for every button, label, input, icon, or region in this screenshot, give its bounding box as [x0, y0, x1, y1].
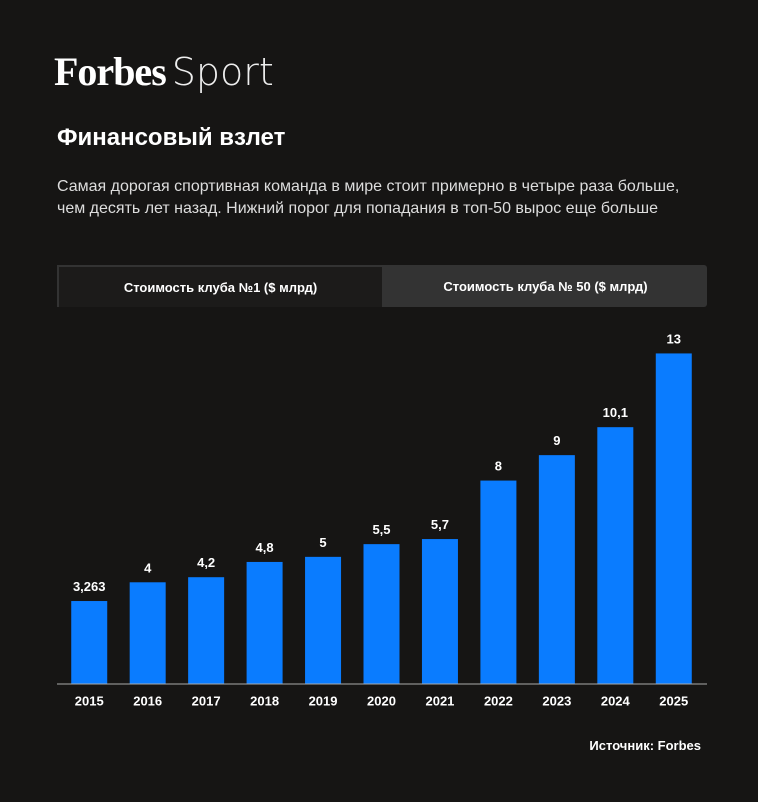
value-label: 10,1 [603, 405, 628, 420]
bar [305, 556, 342, 684]
x-tick-label: 2018 [250, 693, 279, 708]
x-tick-label: 2017 [192, 693, 221, 708]
bar [421, 539, 458, 684]
value-label: 5,7 [431, 517, 449, 532]
chart: 2015 3,263 2016 4 2017 4,2 2018 4,8 2019 5 2020 5,5… [57, 331, 707, 708]
x-tick-label: 2022 [484, 693, 513, 708]
bar [597, 427, 634, 684]
x-tick-label: 2019 [309, 693, 338, 708]
x-tick-label: 2021 [425, 693, 454, 708]
bar [363, 544, 400, 684]
source: Источник: Forbes [589, 738, 701, 753]
tab[interactable]: Стоимость клуба №1 ($ млрд) [57, 265, 384, 307]
value-label: 8 [495, 459, 502, 474]
value-label: 4,8 [256, 540, 274, 555]
x-tick-label: 2020 [367, 693, 396, 708]
x-tick-label: 2024 [601, 693, 631, 708]
tab[interactable]: Стоимость клуба № 50 ($ млрд) [443, 278, 648, 294]
bar [655, 353, 692, 684]
bar [246, 561, 283, 684]
value-label: 13 [667, 331, 681, 346]
logo-sub: Sport [171, 50, 274, 94]
logo-text: Forbes [54, 49, 167, 94]
value-label: 5,5 [372, 522, 390, 537]
chart-title: Финансовый взлет [57, 124, 286, 151]
x-tick-label: 2016 [133, 693, 162, 708]
tabs: Стоимость клуба №1 ($ млрд) Стоимость кл… [57, 265, 707, 307]
bar [538, 455, 575, 684]
logo: Forbes Sport [54, 48, 274, 95]
x-tick-label: 2015 [75, 693, 104, 708]
x-tick-label: 2025 [659, 693, 688, 708]
value-label: 4,2 [197, 555, 215, 570]
value-label: 3,263 [73, 579, 106, 594]
bar [188, 577, 225, 684]
bar [480, 480, 517, 684]
x-tick-label: 2023 [542, 693, 571, 708]
value-label: 9 [553, 433, 560, 448]
value-label: 5 [319, 535, 326, 550]
value-label: 4 [144, 560, 152, 575]
bar [71, 601, 108, 684]
chart-subtitle: Самая дорогая спортивная команда в мире … [57, 178, 680, 217]
bar [129, 582, 166, 684]
